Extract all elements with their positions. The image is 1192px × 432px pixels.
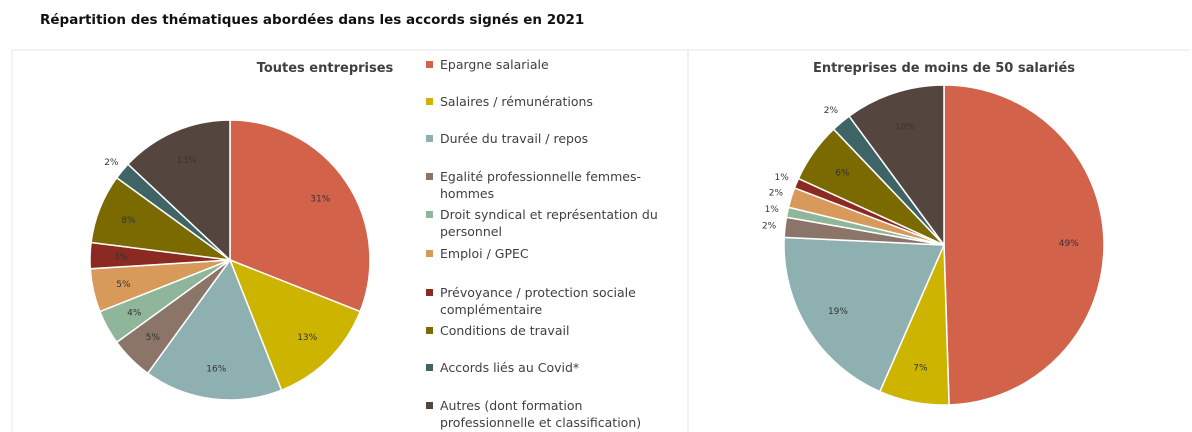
- data-label: 2%: [104, 158, 119, 168]
- data-label: 13%: [297, 333, 317, 343]
- data-label: 3%: [114, 253, 129, 263]
- data-label: 31%: [310, 195, 330, 205]
- legend-item: Emploi / GPEC: [426, 245, 680, 262]
- legend-swatch: [426, 289, 433, 296]
- data-label: 4%: [127, 309, 142, 319]
- legend-item: Conditions de travail: [426, 322, 680, 339]
- page-title: Répartition des thématiques abordées dan…: [40, 12, 584, 28]
- pie-slice: [783, 236, 946, 393]
- legend-swatch: [426, 211, 433, 218]
- legend-item: Durée du travail / repos: [426, 130, 680, 147]
- data-label: 2%: [769, 189, 784, 199]
- data-label: 13%: [177, 156, 197, 166]
- data-label: 5%: [146, 333, 161, 343]
- legend-item: Egalité professionnelle femmes-hommes: [426, 168, 680, 202]
- legend-label: Prévoyance / protection sociale compléme…: [440, 285, 636, 317]
- pie-slice: [228, 258, 362, 392]
- legend-swatch: [426, 173, 433, 180]
- data-label: 8%: [121, 216, 136, 226]
- legend-swatch: [426, 98, 433, 105]
- pie-title: Entreprises de moins de 50 salariés: [813, 61, 1075, 76]
- pie-slice: [126, 119, 231, 262]
- data-label: 1%: [775, 173, 790, 183]
- data-label: 16%: [206, 364, 226, 374]
- data-label: 7%: [913, 364, 928, 374]
- data-label: 49%: [1059, 239, 1079, 249]
- data-label: 10%: [895, 122, 915, 132]
- legend-item: Accords liés au Covid*: [426, 359, 680, 376]
- legend-item: Prévoyance / protection sociale compléme…: [426, 284, 680, 318]
- pie-title: Toutes entreprises: [257, 61, 394, 76]
- pie-slice: [229, 119, 371, 313]
- pie-slice: [943, 84, 1105, 406]
- legend-label: Durée du travail / repos: [440, 131, 589, 146]
- legend-item: Salaires / rémunérations: [426, 93, 680, 110]
- legend-item: Autres (dont formation professionnelle e…: [426, 397, 680, 431]
- legend-swatch: [426, 61, 433, 68]
- data-label: 6%: [835, 169, 850, 179]
- data-label: 1%: [765, 205, 780, 215]
- legend-label: Autres (dont formation professionnelle e…: [440, 398, 642, 430]
- legend-swatch: [426, 364, 433, 371]
- legend-swatch: [426, 327, 433, 334]
- legend-label: Emploi / GPEC: [440, 246, 529, 261]
- legend-label: Egalité professionnelle femmes-hommes: [440, 169, 641, 201]
- legend-label: Droit syndical et représentation du pers…: [440, 207, 658, 239]
- legend-label: Conditions de travail: [440, 323, 570, 338]
- legend-swatch: [426, 402, 433, 409]
- legend-label: Epargne salariale: [440, 57, 549, 72]
- legend-label: Salaires / rémunérations: [440, 94, 593, 109]
- legend-item: Epargne salariale: [426, 56, 680, 73]
- data-label: 2%: [824, 106, 839, 116]
- pie-slice: [848, 84, 945, 248]
- legend-swatch: [426, 250, 433, 257]
- legend-label: Accords liés au Covid*: [440, 360, 580, 375]
- legend-swatch: [426, 135, 433, 142]
- data-label: 19%: [828, 307, 848, 317]
- data-label: 2%: [762, 221, 777, 231]
- legend-item: Droit syndical et représentation du pers…: [426, 206, 680, 240]
- data-label: 5%: [116, 280, 131, 290]
- pie-slice: [146, 258, 283, 401]
